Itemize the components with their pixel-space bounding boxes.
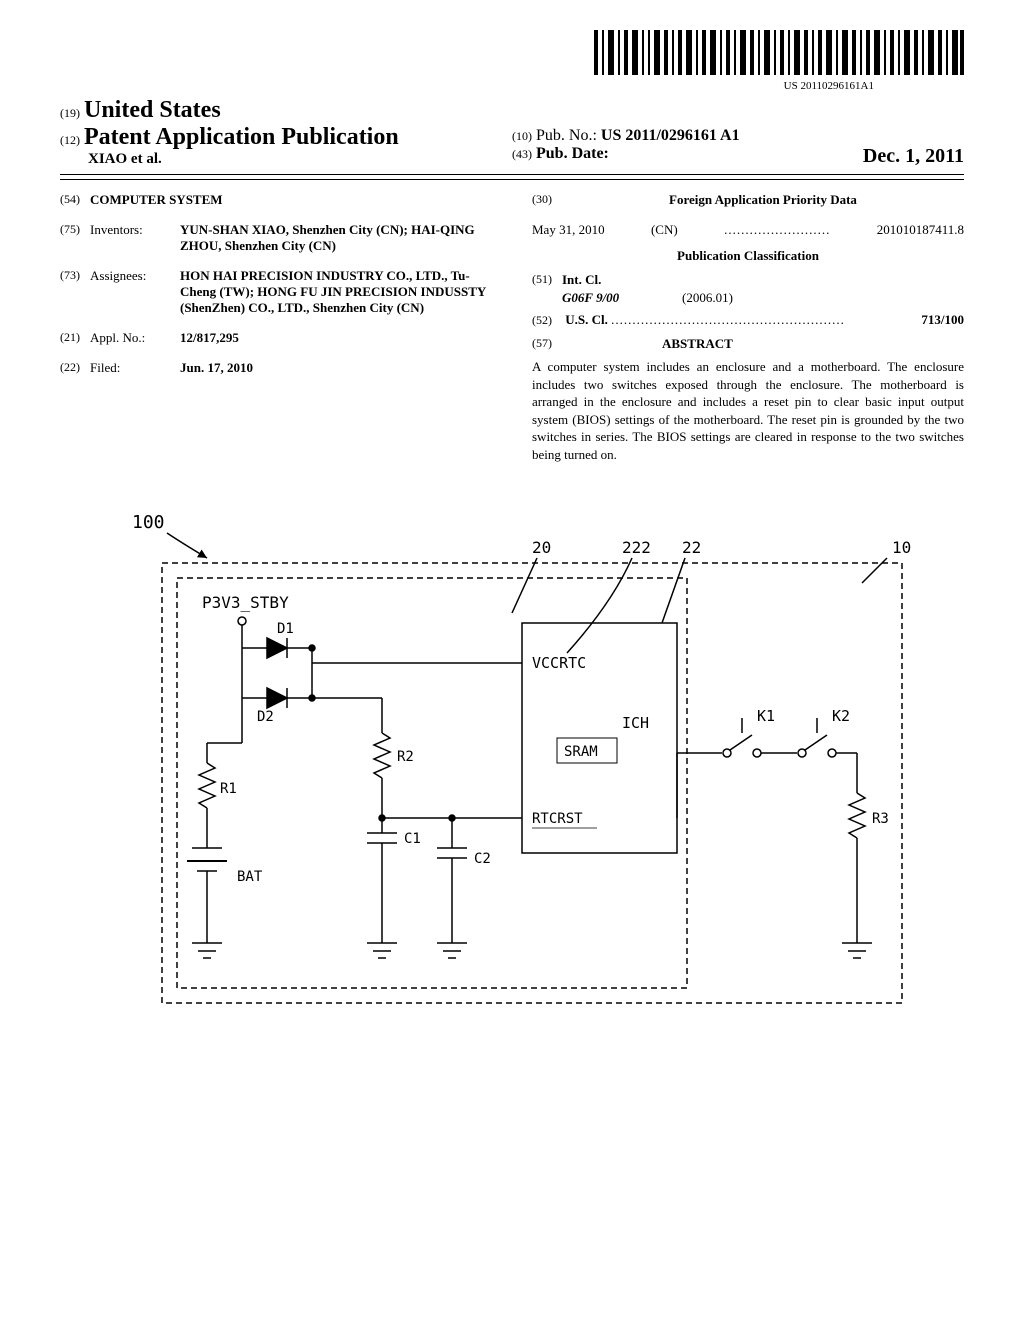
pub-date-prefix: (43) [512,147,532,161]
intcl-date: (2006.01) [682,290,733,306]
foreign-heading: Foreign Application Priority Data [562,192,964,208]
filed-value: Jun. 17, 2010 [180,360,492,376]
appl-code: (21) [60,330,90,346]
barcode-icon [594,30,964,75]
pub-date: Dec. 1, 2011 [863,145,964,168]
uscl-label: U.S. Cl. [565,312,608,327]
circuit-figure: 100 10 20 22 222 VCCRTC ICH [60,503,964,1028]
uscl-value: 713/100 [921,312,964,328]
invention-title: COMPUTER SYSTEM [90,192,223,208]
svg-text:R3: R3 [872,811,889,827]
abstract-heading: ABSTRACT [662,336,733,352]
uscl-code: (52) [532,313,562,328]
title-code: (54) [60,192,90,208]
intcl-code: (51) [532,272,562,288]
pub-no-label: Pub. No.: [536,127,597,144]
assignees-code: (73) [60,268,90,316]
foreign-date: May 31, 2010 [532,222,605,238]
circuit-diagram: 100 10 20 22 222 VCCRTC ICH [102,503,922,1023]
svg-text:P3V3_STBY: P3V3_STBY [202,593,289,612]
dots2: ........................................… [611,312,845,327]
barcode-number: US 20110296161A1 [60,80,874,92]
svg-text:K1: K1 [757,707,775,725]
svg-text:20: 20 [532,538,551,557]
svg-text:C1: C1 [404,831,421,847]
svg-text:222: 222 [622,538,651,557]
inventors-code: (75) [60,222,90,254]
barcode-region: US 20110296161A1 [60,30,964,92]
svg-text:VCCRTC: VCCRTC [532,654,586,672]
svg-text:SRAM: SRAM [564,744,598,760]
svg-text:K2: K2 [832,707,850,725]
inventors-label: Inventors: [90,222,180,254]
inventors-value: YUN-SHAN XIAO, Shenzhen City (CN); HAI-Q… [180,222,492,254]
svg-text:R2: R2 [397,749,414,765]
classification-heading: Publication Classification [532,248,964,264]
foreign-number: 201010187411.8 [877,222,964,238]
filed-label: Filed: [90,360,180,376]
svg-text:D2: D2 [257,709,274,725]
pub-type: Patent Application Publication [84,124,399,150]
svg-text:R1: R1 [220,781,237,797]
svg-text:RTCRST: RTCRST [532,811,583,827]
filed-code: (22) [60,360,90,376]
header: (19) United States (12) Patent Applicati… [60,97,964,175]
svg-text:BAT: BAT [237,869,263,885]
abstract-code: (57) [532,336,562,352]
svg-text:100: 100 [132,512,165,533]
pub-date-label: Pub. Date: [536,145,609,162]
pub-type-prefix: (12) [60,133,80,147]
country: United States [84,97,221,123]
intcl-label: Int. Cl. [562,272,601,287]
foreign-code: (30) [532,192,562,208]
appl-value: 12/817,295 [180,330,492,346]
pub-no-prefix: (10) [512,129,532,143]
svg-text:C2: C2 [474,851,491,867]
assignees-value: HON HAI PRECISION INDUSTRY CO., LTD., Tu… [180,268,492,316]
svg-text:22: 22 [682,538,701,557]
country-prefix: (19) [60,106,80,120]
intcl-class: G06F 9/00 [562,290,682,306]
dots: ......................... [724,222,830,238]
authors: XIAO et al. [88,151,512,168]
pub-no: US 2011/0296161 A1 [601,127,740,144]
svg-text:D1: D1 [277,621,294,637]
svg-text:ICH: ICH [622,714,649,732]
appl-label: Appl. No.: [90,330,180,346]
abstract-text: A computer system includes an enclosure … [532,358,964,463]
svg-text:10: 10 [892,538,911,557]
assignees-label: Assignees: [90,268,180,316]
foreign-country: (CN) [651,222,678,238]
